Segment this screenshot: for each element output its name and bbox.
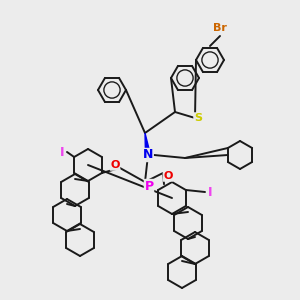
Text: P: P: [144, 179, 154, 193]
Text: Br: Br: [213, 23, 227, 33]
Text: I: I: [208, 185, 212, 199]
Text: N: N: [143, 148, 153, 161]
Text: I: I: [60, 146, 64, 158]
Text: S: S: [194, 113, 202, 123]
Text: O: O: [110, 160, 120, 170]
Text: N: N: [143, 148, 153, 161]
Text: O: O: [163, 171, 173, 181]
Text: O: O: [110, 160, 120, 170]
Text: I: I: [60, 146, 64, 158]
Text: P: P: [144, 179, 154, 193]
Text: O: O: [163, 171, 173, 181]
Polygon shape: [145, 133, 151, 155]
Text: I: I: [208, 185, 212, 199]
Text: Br: Br: [213, 23, 227, 33]
Text: S: S: [194, 113, 202, 123]
